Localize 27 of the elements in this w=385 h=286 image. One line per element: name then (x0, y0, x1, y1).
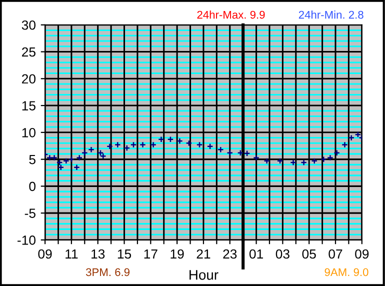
y-tick-label: -10 (18, 236, 36, 245)
x-tick-label: 03 (276, 249, 290, 259)
y-tick-label: 25 (22, 47, 36, 57)
text: 3PM. 6.9 (86, 268, 130, 276)
x-tick-label: 07 (328, 249, 342, 259)
y-tick-label: 10 (22, 128, 36, 138)
x-tick-label: 15 (118, 249, 132, 259)
y-tick-label: 15 (22, 101, 36, 110)
y-tick-label: 0 (29, 182, 36, 192)
x-axis-title: Hour (190, 270, 218, 280)
y-tick-label: 20 (22, 74, 36, 84)
x-tick-label: 17 (144, 249, 158, 259)
x-tick-label: 09 (355, 249, 369, 259)
x-tick-label: 01 (249, 249, 263, 259)
x-tick-label: 19 (170, 249, 184, 259)
y-tick-label: 5 (29, 155, 36, 164)
x-tick-label: 05 (302, 249, 316, 259)
y-tick-label: 30 (22, 20, 36, 30)
x-tick-label: 23 (223, 249, 237, 259)
x-tick-label: 13 (92, 249, 105, 259)
x-tick-label: 09 (38, 249, 52, 259)
y-tick-label: -5 (24, 208, 36, 218)
text: 24hr-Max. 9.9 (197, 10, 265, 19)
x-tick-label: 11 (66, 249, 78, 259)
text: 9AM. 9.0 (324, 268, 368, 276)
x-tick-label: 21 (196, 249, 210, 259)
text: 24hr-Min. 2.8 (298, 10, 364, 19)
